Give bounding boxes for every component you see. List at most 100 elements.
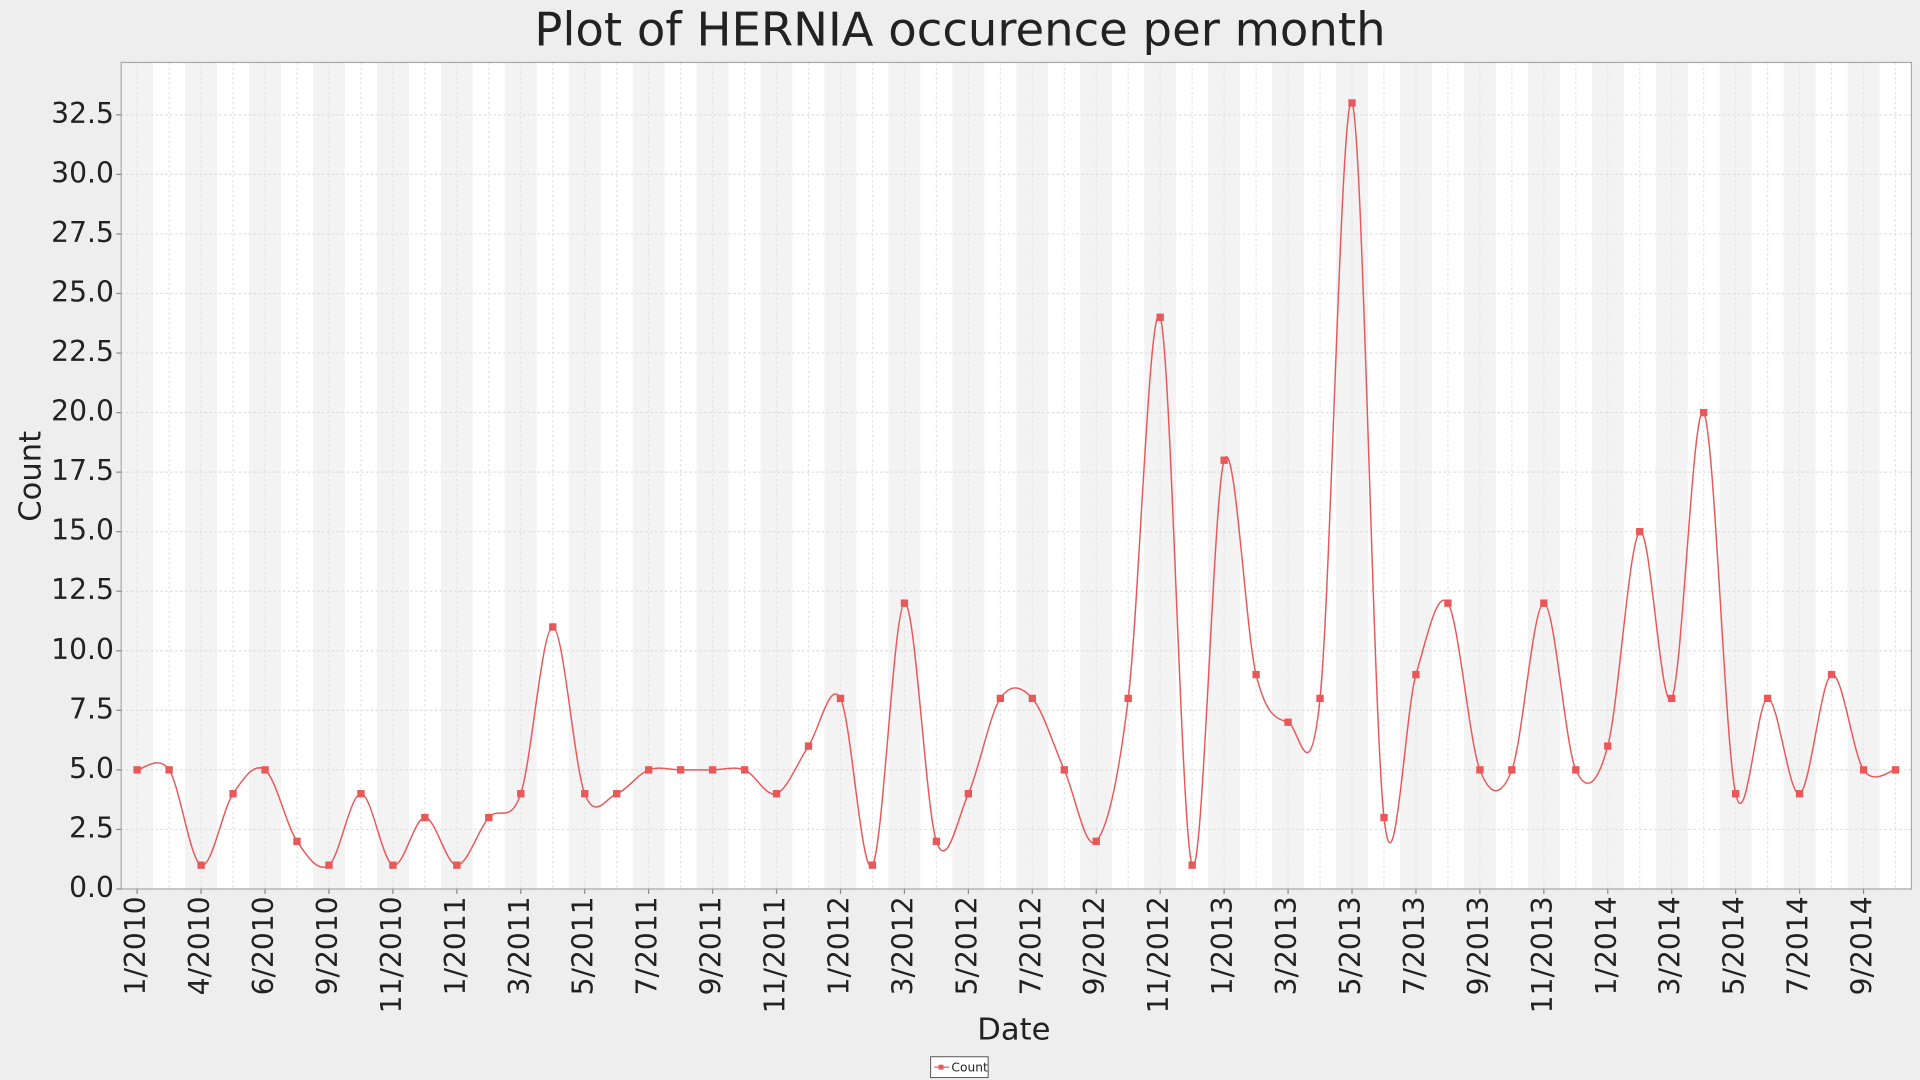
point: [197, 861, 205, 869]
point: [1827, 670, 1836, 679]
point: [133, 766, 141, 774]
point: [1188, 861, 1196, 869]
point: [804, 742, 813, 750]
x-tick-label: 9/2014: [1846, 896, 1879, 995]
x-tick-label: 7/2014: [1782, 896, 1815, 995]
legend-swatch: [938, 1064, 944, 1070]
point: [517, 790, 525, 798]
x-tick-label: 9/2012: [1078, 896, 1111, 995]
y-tick-label: 27.5: [51, 216, 114, 249]
point: [996, 694, 1005, 703]
point: [1636, 528, 1644, 536]
x-tick-label: 11/2012: [1142, 896, 1175, 1013]
point: [357, 790, 365, 798]
point: [708, 766, 717, 774]
point: [740, 766, 749, 774]
point: [1859, 766, 1868, 774]
x-tick-label: 1/2012: [822, 896, 855, 995]
point: [613, 790, 621, 798]
point: [1572, 766, 1580, 774]
point: [1220, 456, 1228, 464]
plot-border: [120, 61, 1913, 890]
y-tick-label: 22.5: [51, 335, 114, 368]
point: [964, 790, 973, 798]
y-axis-label: Count: [13, 431, 48, 522]
point: [293, 837, 301, 846]
x-tick-label: 7/2013: [1398, 896, 1431, 995]
point: [644, 766, 653, 774]
point: [1028, 694, 1036, 703]
point: [1060, 766, 1068, 774]
point: [1124, 694, 1132, 703]
y-tick-label: 7.5: [69, 692, 114, 725]
x-tick-label: 7/2011: [631, 896, 664, 995]
x-tick-label: 5/2014: [1718, 896, 1751, 995]
x-tick-label: 11/2013: [1526, 896, 1559, 1013]
point: [261, 766, 269, 774]
point: [1700, 408, 1708, 417]
y-tick-label: 17.5: [51, 454, 114, 487]
point: [229, 790, 237, 798]
x-tick-label: 1/2010: [119, 896, 152, 995]
point: [1508, 766, 1516, 774]
legend-label: Count: [951, 1060, 988, 1074]
point: [1252, 670, 1260, 679]
point: [581, 790, 589, 798]
chart-title: Plot of HERNIA occurence per month: [534, 3, 1385, 57]
legend-box: [930, 1056, 989, 1079]
x-tick-label: 9/2011: [695, 896, 728, 995]
x-axis-label: Date: [977, 1013, 1050, 1048]
point: [453, 861, 461, 869]
x-tick-label: 5/2011: [567, 896, 600, 995]
point: [1476, 766, 1484, 774]
x-tick-label: 1/2011: [439, 896, 472, 995]
point: [1316, 694, 1324, 703]
point: [900, 599, 909, 607]
point: [1412, 670, 1420, 679]
point: [1380, 813, 1388, 822]
x-tick-label: 9/2013: [1462, 896, 1495, 995]
point: [421, 813, 429, 822]
point: [389, 861, 397, 869]
point: [1284, 718, 1292, 726]
point: [836, 694, 845, 703]
point: [165, 766, 173, 774]
x-tick-label: 7/2012: [1014, 896, 1047, 995]
y-tick-label: 25.0: [51, 275, 114, 308]
x-tick-label: 11/2011: [759, 896, 792, 1013]
y-tick-label: 5.0: [69, 752, 114, 785]
point: [932, 837, 941, 846]
point: [325, 861, 333, 869]
x-tick-label: 3/2014: [1654, 896, 1687, 995]
y-tick-label: 12.5: [51, 573, 114, 606]
y-tick-label: 15.0: [51, 514, 114, 547]
x-tick-label: 5/2013: [1334, 896, 1367, 995]
y-tick-label: 0.0: [69, 871, 114, 904]
point: [1348, 99, 1356, 107]
x-tick-label: 3/2013: [1270, 896, 1303, 995]
point: [1731, 790, 1740, 798]
x-tick-label: 3/2011: [503, 896, 536, 995]
y-tick-label: 2.5: [69, 811, 114, 844]
point: [1668, 694, 1676, 703]
y-tick-label: 10.0: [51, 633, 114, 666]
x-tick-label: 1/2013: [1206, 896, 1239, 995]
x-tick-label: 6/2010: [247, 896, 280, 995]
y-tick-label: 20.0: [51, 395, 114, 428]
point: [1444, 599, 1452, 607]
point: [1795, 790, 1804, 798]
point: [1092, 837, 1100, 846]
point: [1156, 313, 1164, 321]
point: [485, 813, 493, 822]
x-tick-label: 5/2012: [950, 896, 983, 995]
x-tick-label: 3/2012: [886, 896, 919, 995]
x-tick-label: 1/2014: [1590, 896, 1623, 995]
point: [1604, 742, 1612, 750]
point: [1763, 694, 1772, 703]
x-tick-label: 4/2010: [183, 896, 216, 995]
y-tick-label: 30.0: [51, 156, 114, 189]
y-tick-label: 32.5: [51, 97, 114, 130]
point: [1540, 599, 1548, 607]
